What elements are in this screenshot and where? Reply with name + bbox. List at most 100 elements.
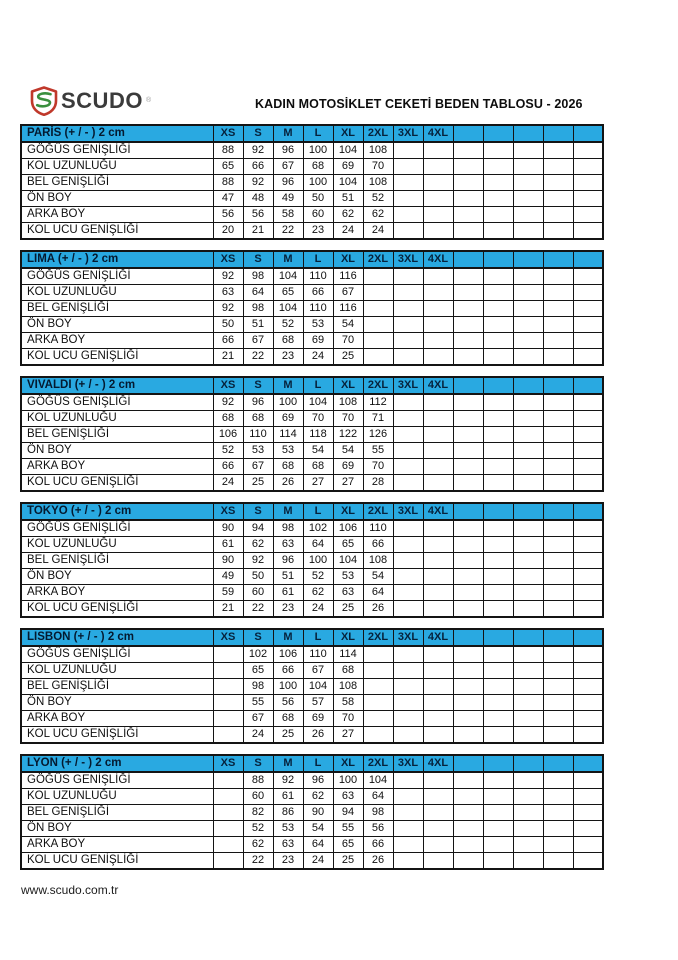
value-cell (512, 332, 544, 349)
value-cell (392, 726, 424, 744)
measurement-row: ÖN BOY 47 48 49 50 51 52 (20, 190, 604, 207)
value-cell (542, 694, 574, 711)
value-cell (392, 568, 424, 585)
size-col-empty (542, 376, 574, 395)
value-cell: 25 (332, 348, 364, 366)
value-cell (572, 206, 604, 223)
size-col-xl: XL (332, 376, 364, 395)
value-cell (512, 300, 544, 317)
row-label: ÖN BOY (20, 316, 214, 333)
value-cell: 23 (272, 600, 304, 618)
value-cell (572, 645, 604, 663)
value-cell: 66 (212, 332, 244, 349)
size-col-empty (542, 250, 574, 269)
registered-trademark-mark: ® (145, 97, 152, 104)
value-cell (572, 600, 604, 618)
size-col-empty (452, 628, 484, 647)
value-cell (572, 348, 604, 366)
value-cell (482, 694, 514, 711)
value-cell: 68 (272, 332, 304, 349)
measurement-row: ÖN BOY 52 53 53 54 54 55 (20, 442, 604, 459)
value-cell: 62 (302, 584, 334, 601)
size-col-m: M (272, 376, 304, 395)
value-cell (362, 662, 394, 679)
value-cell (572, 710, 604, 727)
value-cell (392, 474, 424, 492)
size-col-empty (542, 628, 574, 647)
size-col-empty (512, 502, 544, 521)
value-cell: 62 (302, 788, 334, 805)
size-col-s: S (242, 502, 274, 521)
value-cell (512, 600, 544, 618)
value-cell (572, 190, 604, 207)
size-col-2xl: 2XL (362, 124, 394, 143)
size-col-xl: XL (332, 628, 364, 647)
value-cell (422, 222, 454, 240)
value-cell (542, 678, 574, 695)
row-label: KOL UZUNLUĞU (20, 788, 214, 805)
value-cell (512, 694, 544, 711)
value-cell: 108 (362, 174, 394, 191)
size-col-2xl: 2XL (362, 502, 394, 521)
value-cell (572, 519, 604, 537)
value-cell (452, 222, 484, 240)
value-cell (572, 726, 604, 744)
value-cell: 70 (332, 332, 364, 349)
value-cell: 61 (212, 536, 244, 553)
value-cell (542, 316, 574, 333)
value-cell (452, 726, 484, 744)
value-cell: 65 (272, 284, 304, 301)
value-cell (392, 552, 424, 569)
value-cell (482, 710, 514, 727)
value-cell (422, 410, 454, 427)
value-cell: 27 (332, 474, 364, 492)
value-cell: 66 (362, 836, 394, 853)
value-cell (482, 820, 514, 837)
value-cell: 60 (242, 788, 274, 805)
value-cell: 96 (272, 141, 304, 159)
value-cell (512, 174, 544, 191)
value-cell (392, 284, 424, 301)
value-cell (512, 442, 544, 459)
size-col-l: L (302, 376, 334, 395)
value-cell: 106 (332, 519, 364, 537)
value-cell (512, 552, 544, 569)
size-col-xl: XL (332, 502, 364, 521)
size-col-empty (572, 754, 604, 773)
model-name-lima: LIMA (+ / - ) 2 cm (20, 250, 214, 269)
row-label: BEL GENİŞLİĞİ (20, 552, 214, 569)
value-cell: 26 (362, 852, 394, 870)
size-col-m: M (272, 502, 304, 521)
value-cell: 68 (302, 458, 334, 475)
value-cell: 49 (272, 190, 304, 207)
value-cell (452, 190, 484, 207)
value-cell (362, 284, 394, 301)
value-cell (422, 836, 454, 853)
value-cell: 62 (332, 206, 364, 223)
measurement-row: KOL UCU GENİŞLİĞİ 24 25 26 27 27 28 (20, 474, 604, 492)
value-cell (392, 804, 424, 821)
page-title: KADIN MOTOSİKLET CEKETİ BEDEN TABLOSU - … (255, 97, 583, 111)
measurement-row: KOL UZUNLUĞU 68 68 69 70 70 71 (20, 410, 604, 427)
value-cell (482, 141, 514, 159)
value-cell (482, 442, 514, 459)
value-cell: 61 (272, 788, 304, 805)
value-cell: 24 (212, 474, 244, 492)
size-col-2xl: 2XL (362, 376, 394, 395)
value-cell (452, 519, 484, 537)
value-cell: 27 (332, 726, 364, 744)
value-cell: 68 (302, 158, 334, 175)
value-cell: 68 (272, 710, 304, 727)
value-cell: 24 (362, 222, 394, 240)
value-cell (512, 267, 544, 285)
model-name-paris: PARİS (+ / - ) 2 cm (20, 124, 214, 143)
value-cell (422, 267, 454, 285)
measurement-row: KOL UCU GENİŞLİĞİ 22 23 24 25 26 (20, 852, 604, 870)
value-cell: 24 (332, 222, 364, 240)
value-cell (212, 726, 244, 744)
value-cell (572, 788, 604, 805)
value-cell (512, 222, 544, 240)
value-cell: 118 (302, 426, 334, 443)
value-cell (422, 662, 454, 679)
